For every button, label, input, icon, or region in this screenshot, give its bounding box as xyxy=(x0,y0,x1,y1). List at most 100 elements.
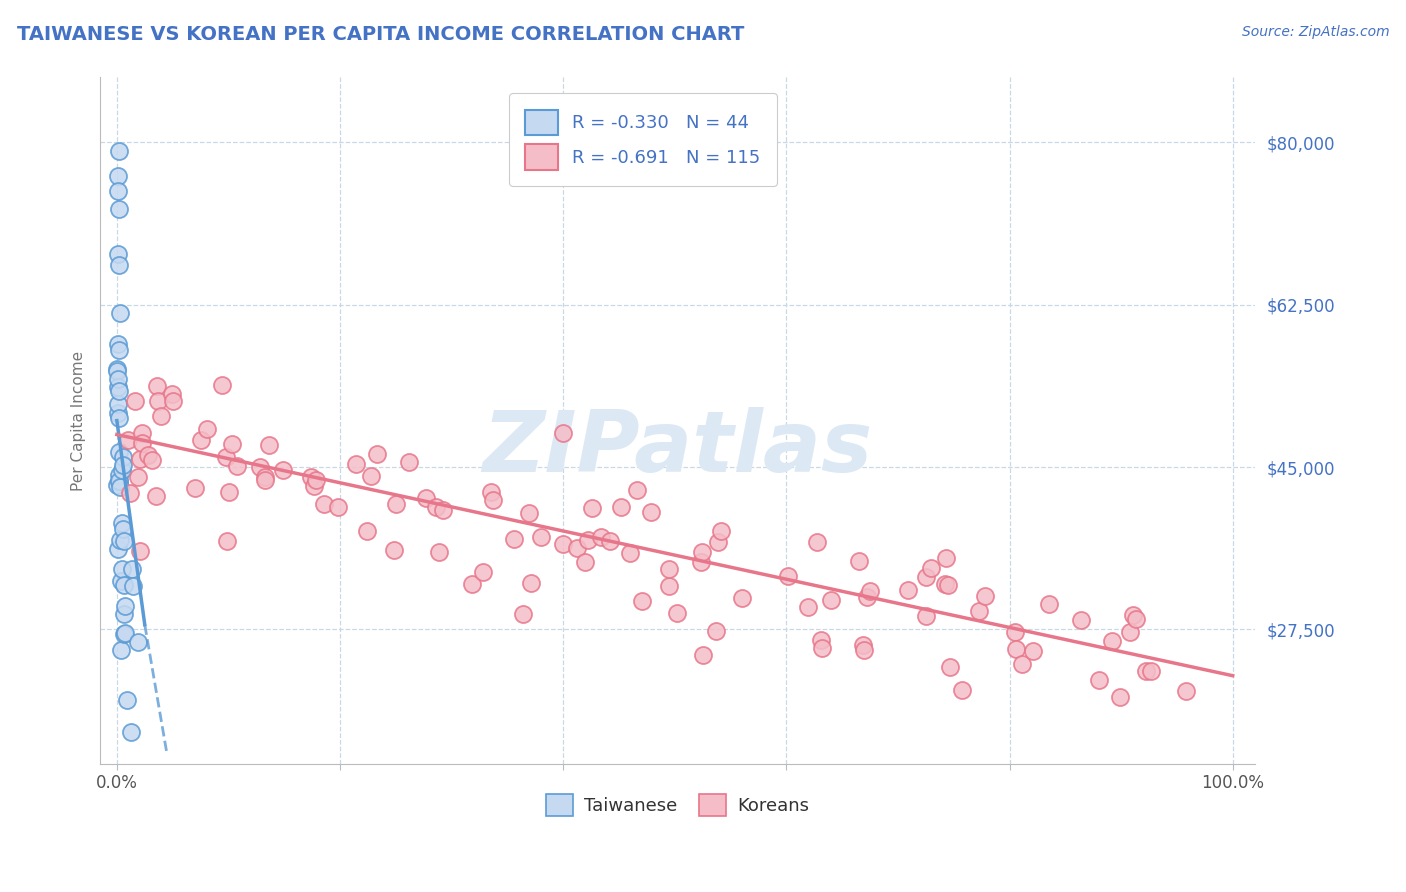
Point xyxy=(149,409,172,423)
Point xyxy=(107,478,129,492)
Point xyxy=(107,474,129,488)
Point xyxy=(599,533,621,548)
Point xyxy=(519,576,541,591)
Point xyxy=(797,600,820,615)
Point xyxy=(936,578,959,592)
Point xyxy=(120,724,142,739)
Point xyxy=(503,533,526,547)
Point xyxy=(107,169,129,183)
Point xyxy=(145,489,167,503)
Point xyxy=(108,343,131,358)
Point xyxy=(1011,657,1033,671)
Point xyxy=(952,682,974,697)
Point xyxy=(129,543,152,558)
Point xyxy=(384,497,406,511)
Point xyxy=(107,247,129,261)
Point xyxy=(197,422,219,436)
Point xyxy=(249,460,271,475)
Point xyxy=(806,535,828,549)
Point xyxy=(692,648,714,662)
Point xyxy=(162,393,184,408)
Point xyxy=(108,384,131,399)
Point xyxy=(707,534,730,549)
Point xyxy=(382,542,405,557)
Point xyxy=(226,458,249,473)
Point xyxy=(141,452,163,467)
Point xyxy=(108,480,131,494)
Point xyxy=(112,578,135,592)
Point xyxy=(1175,684,1198,698)
Point xyxy=(108,306,131,320)
Point xyxy=(112,522,135,536)
Point xyxy=(856,590,879,604)
Point xyxy=(107,372,129,386)
Point xyxy=(920,561,942,575)
Point xyxy=(305,473,328,487)
Point xyxy=(114,599,136,613)
Point xyxy=(259,438,281,452)
Point xyxy=(107,406,129,420)
Point xyxy=(254,469,277,483)
Point xyxy=(127,470,149,484)
Legend: Taiwanese, Koreans: Taiwanese, Koreans xyxy=(538,787,815,823)
Point xyxy=(479,485,502,500)
Point xyxy=(344,457,367,471)
Point xyxy=(1038,597,1060,611)
Point xyxy=(811,640,834,655)
Point xyxy=(1135,665,1157,679)
Point xyxy=(118,486,141,500)
Point xyxy=(183,481,205,495)
Point xyxy=(472,565,495,579)
Point xyxy=(1125,612,1147,626)
Point xyxy=(107,541,129,556)
Point xyxy=(1119,624,1142,639)
Point xyxy=(215,450,238,464)
Point xyxy=(852,638,875,652)
Point xyxy=(897,582,920,597)
Point xyxy=(110,574,132,588)
Point xyxy=(108,411,131,425)
Point xyxy=(810,632,832,647)
Point xyxy=(776,569,799,583)
Point xyxy=(619,546,641,560)
Point xyxy=(551,425,574,440)
Point xyxy=(710,524,733,538)
Point xyxy=(591,530,613,544)
Point xyxy=(360,468,382,483)
Point xyxy=(581,501,603,516)
Point xyxy=(124,394,146,409)
Point xyxy=(1140,665,1163,679)
Point xyxy=(107,380,129,394)
Point xyxy=(117,433,139,447)
Point xyxy=(105,362,128,376)
Point xyxy=(131,436,153,450)
Point xyxy=(934,577,956,591)
Point xyxy=(112,607,135,621)
Point xyxy=(530,530,553,544)
Point xyxy=(108,474,131,488)
Point xyxy=(190,433,212,447)
Point xyxy=(127,634,149,648)
Point xyxy=(425,500,447,514)
Point xyxy=(111,463,134,477)
Point xyxy=(1088,673,1111,687)
Point xyxy=(432,502,454,516)
Point xyxy=(114,534,136,549)
Y-axis label: Per Capita Income: Per Capita Income xyxy=(72,351,86,491)
Point xyxy=(820,592,842,607)
Point xyxy=(658,562,681,576)
Point xyxy=(1122,607,1144,622)
Point xyxy=(939,660,962,674)
Point xyxy=(111,450,134,464)
Point xyxy=(853,643,876,657)
Point xyxy=(254,473,277,487)
Point xyxy=(915,609,938,624)
Point xyxy=(314,497,336,511)
Point xyxy=(517,506,540,520)
Point xyxy=(218,484,240,499)
Point xyxy=(108,258,131,272)
Point xyxy=(1004,641,1026,656)
Point xyxy=(215,534,238,549)
Point xyxy=(626,483,648,497)
Point xyxy=(107,337,129,351)
